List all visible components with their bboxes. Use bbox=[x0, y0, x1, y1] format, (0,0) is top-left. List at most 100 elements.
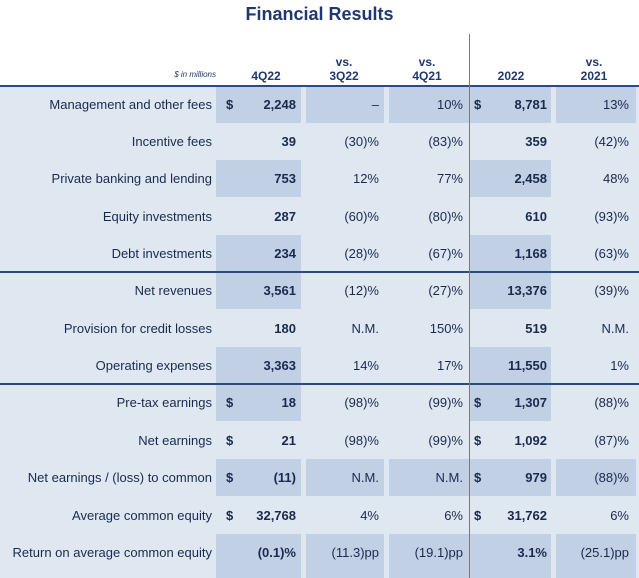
row-label: Operating expenses bbox=[95, 358, 212, 373]
value-4q22: 21 bbox=[281, 433, 296, 448]
header-vs-4q21: vs. 4Q21 bbox=[412, 55, 442, 83]
table-row: Net revenues 3,561 (12)% (27)% 13,376 (3… bbox=[0, 272, 639, 309]
section-rule bbox=[0, 271, 639, 273]
value-4q22: 287 bbox=[274, 209, 296, 224]
value-vs-4q21: (99)% bbox=[428, 433, 463, 448]
value-4q22: 2,248 bbox=[263, 97, 296, 112]
header-4q22: 4Q22 bbox=[251, 69, 281, 83]
shade bbox=[556, 86, 636, 123]
shade bbox=[216, 86, 301, 123]
value-vs-2021: (42)% bbox=[594, 134, 629, 149]
value-2022: 979 bbox=[525, 470, 547, 485]
shade bbox=[306, 86, 384, 123]
value-vs-2021: (88)% bbox=[594, 470, 629, 485]
row-label: Provision for credit losses bbox=[63, 321, 212, 336]
dollar-sign: $ bbox=[474, 433, 482, 448]
table-row: Net earnings $ 21 (98)% (99)% $ 1,092 (8… bbox=[0, 422, 639, 459]
shade bbox=[306, 459, 384, 496]
value-vs-3q22: 14% bbox=[352, 358, 379, 373]
value-2022: 2,458 bbox=[514, 171, 547, 186]
value-vs-2021: (88)% bbox=[594, 395, 629, 410]
column-divider bbox=[469, 34, 470, 578]
value-vs-2021: 13% bbox=[602, 97, 629, 112]
value-2022: 11,550 bbox=[507, 358, 547, 373]
header-2022: 2022 bbox=[497, 69, 525, 83]
value-4q22: 32,768 bbox=[256, 508, 296, 523]
page-title: Financial Results bbox=[245, 4, 394, 24]
value-2022: 1,307 bbox=[514, 395, 547, 410]
shade bbox=[470, 235, 551, 272]
value-vs-4q21: 150% bbox=[429, 321, 463, 336]
value-vs-4q21: 6% bbox=[444, 508, 463, 523]
value-2022: 3.1% bbox=[517, 545, 547, 560]
value-2022: 8,781 bbox=[514, 97, 547, 112]
value-vs-4q21: (67)% bbox=[428, 246, 463, 261]
value-vs-4q21: (27)% bbox=[428, 283, 463, 298]
value-vs-4q21: N.M. bbox=[435, 470, 463, 485]
value-vs-3q22: (98)% bbox=[344, 395, 379, 410]
section-rule bbox=[0, 383, 639, 385]
dollar-sign: $ bbox=[226, 470, 234, 485]
shade bbox=[470, 459, 551, 496]
value-vs-2021: (93)% bbox=[594, 209, 629, 224]
value-2022: 519 bbox=[525, 321, 547, 336]
table-row: Provision for credit losses 180 N.M. 150… bbox=[0, 310, 639, 347]
value-vs-4q21: 10% bbox=[436, 97, 463, 112]
table-row: Return on average common equity (0.1)% (… bbox=[0, 534, 639, 571]
value-vs-2021: 6% bbox=[610, 508, 629, 523]
row-label: Net earnings / (loss) to common bbox=[27, 470, 212, 485]
value-vs-4q21: 77% bbox=[436, 171, 463, 186]
value-vs-3q22: (11.3)pp bbox=[331, 545, 379, 560]
value-vs-3q22: – bbox=[371, 97, 379, 112]
value-4q22: 3,363 bbox=[263, 358, 296, 373]
shade bbox=[216, 235, 301, 272]
shade bbox=[470, 272, 551, 309]
value-4q22: 18 bbox=[281, 395, 296, 410]
table-row: Management and other fees $ 2,248 – 10% … bbox=[0, 86, 639, 123]
row-label: Average common equity bbox=[72, 508, 212, 523]
value-vs-2021: (25.1)pp bbox=[580, 545, 629, 560]
header-vs-2021: vs. 2021 bbox=[580, 55, 608, 83]
shade bbox=[470, 534, 551, 578]
table-row: Pre-tax earnings $ 18 (98)% (99)% $ 1,30… bbox=[0, 384, 639, 421]
shade bbox=[216, 272, 301, 309]
value-vs-3q22: (30)% bbox=[344, 134, 379, 149]
value-vs-2021: (39)% bbox=[594, 283, 629, 298]
table-row: Net earnings / (loss) to common $ (11) N… bbox=[0, 459, 639, 496]
table-row: Operating expenses 3,363 14% 17% 11,550 … bbox=[0, 347, 639, 384]
shade bbox=[470, 160, 551, 197]
value-vs-2021: 1% bbox=[610, 358, 629, 373]
header-rule bbox=[0, 85, 639, 87]
shade bbox=[556, 459, 636, 496]
header-vs-3q22: vs. 3Q22 bbox=[329, 55, 359, 83]
value-vs-3q22: (12)% bbox=[344, 283, 379, 298]
value-vs-2021: (87)% bbox=[594, 433, 629, 448]
row-label: Debt investments bbox=[111, 246, 212, 261]
dollar-sign: $ bbox=[474, 470, 482, 485]
shade bbox=[216, 384, 301, 421]
table-row: Debt investments 234 (28)% (67)% 1,168 (… bbox=[0, 235, 639, 272]
shade bbox=[389, 459, 469, 496]
row-label: Pre-tax earnings bbox=[116, 395, 212, 410]
table-row: Private banking and lending 753 12% 77% … bbox=[0, 160, 639, 197]
value-4q22: (0.1)% bbox=[257, 545, 296, 560]
shade bbox=[556, 534, 636, 578]
table-row: Incentive fees 39 (30)% (83)% 359 (42)% bbox=[0, 123, 639, 160]
value-vs-2021: 48% bbox=[602, 171, 629, 186]
shade bbox=[306, 534, 384, 578]
value-vs-3q22: (28)% bbox=[344, 246, 379, 261]
dollar-sign: $ bbox=[226, 508, 234, 523]
value-vs-3q22: N.M. bbox=[351, 470, 379, 485]
value-2022: 1,168 bbox=[514, 246, 547, 261]
shade bbox=[216, 459, 301, 496]
value-4q22: 234 bbox=[274, 246, 296, 261]
row-label: Private banking and lending bbox=[51, 171, 212, 186]
dollar-sign: $ bbox=[474, 508, 482, 523]
row-label: Return on average common equity bbox=[12, 545, 212, 560]
value-vs-4q21: (83)% bbox=[428, 134, 463, 149]
table-row: Equity investments 287 (60)% (80)% 610 (… bbox=[0, 198, 639, 235]
value-2022: 13,376 bbox=[507, 283, 547, 298]
row-label: Management and other fees bbox=[49, 97, 212, 112]
value-vs-4q21: (19.1)pp bbox=[414, 545, 463, 560]
shade bbox=[216, 347, 301, 384]
